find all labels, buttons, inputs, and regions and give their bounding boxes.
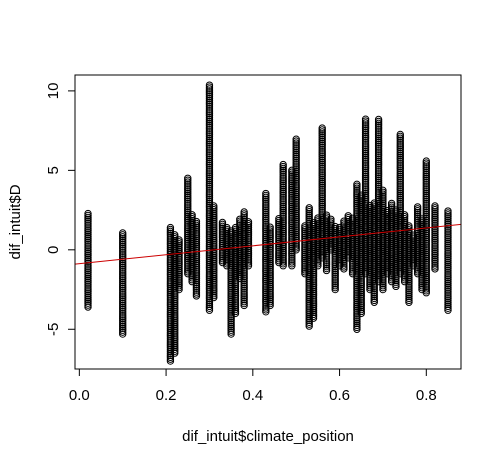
y-axis: -5 0 5 10 — [45, 83, 75, 336]
point-column — [445, 208, 451, 314]
data-points — [85, 82, 451, 364]
y-tick-label: 10 — [45, 83, 62, 100]
x-axis: 0.0 0.2 0.4 0.6 0.8 — [69, 369, 437, 404]
y-tick-label: 0 — [45, 246, 62, 254]
x-tick-label: 0.4 — [242, 387, 263, 404]
point-column — [85, 210, 91, 310]
x-axis-label: dif_intuit$climate_position — [182, 428, 354, 445]
point-column — [211, 203, 217, 301]
x-tick-label: 0.6 — [329, 387, 350, 404]
y-tick-label: -5 — [45, 323, 62, 336]
point-column — [423, 158, 429, 296]
point-column — [293, 136, 299, 253]
y-axis-label: dif_intuit$D — [7, 184, 24, 259]
point-column — [432, 203, 438, 272]
y-tick-label: 5 — [45, 166, 62, 174]
x-tick-label: 0.0 — [69, 387, 90, 404]
point-column — [267, 224, 273, 309]
point-column — [193, 218, 199, 299]
x-tick-label: 0.2 — [156, 387, 177, 404]
point-column — [280, 161, 286, 268]
point-column — [176, 237, 182, 293]
point-column — [245, 219, 251, 269]
point-column — [120, 230, 126, 337]
x-tick-label: 0.8 — [416, 387, 437, 404]
